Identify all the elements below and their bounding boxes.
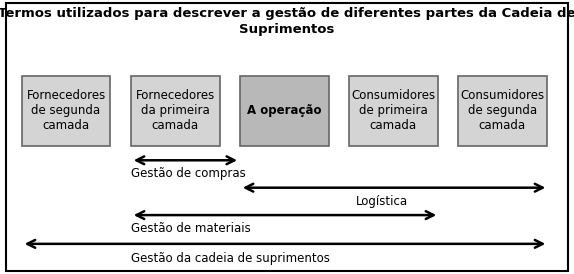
Text: Consumidores
de primeira
camada: Consumidores de primeira camada (351, 90, 435, 132)
FancyBboxPatch shape (458, 76, 546, 146)
Text: Fornecedores
da primeira
camada: Fornecedores da primeira camada (135, 90, 215, 132)
FancyBboxPatch shape (6, 3, 568, 271)
Text: Termos utilizados para descrever a gestão de diferentes partes da Cadeia de: Termos utilizados para descrever a gestã… (0, 7, 574, 20)
Text: Gestão de materiais: Gestão de materiais (131, 222, 251, 235)
Text: Gestão da cadeia de suprimentos: Gestão da cadeia de suprimentos (131, 252, 329, 265)
Text: Suprimentos: Suprimentos (239, 23, 335, 36)
Text: Consumidores
de segunda
camada: Consumidores de segunda camada (460, 90, 544, 132)
FancyBboxPatch shape (349, 76, 438, 146)
Text: Logística: Logística (356, 195, 408, 208)
Text: Fornecedores
de segunda
camada: Fornecedores de segunda camada (26, 90, 106, 132)
Text: A operação: A operação (247, 104, 321, 118)
Text: Gestão de compras: Gestão de compras (131, 167, 246, 181)
FancyBboxPatch shape (130, 76, 219, 146)
FancyBboxPatch shape (22, 76, 110, 146)
FancyBboxPatch shape (240, 76, 328, 146)
